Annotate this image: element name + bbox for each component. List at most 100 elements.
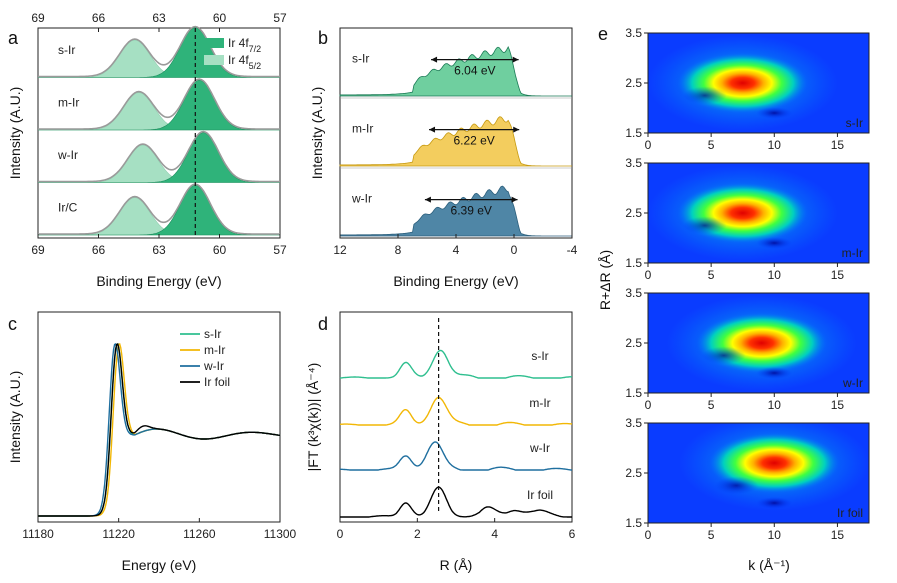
ft-w-Ir <box>339 441 572 471</box>
x-tick-label: 60 <box>213 243 227 257</box>
y-tick-label: 3.5 <box>625 416 642 430</box>
x-tick-label: -4 <box>567 243 578 257</box>
legend-swatch <box>204 38 224 48</box>
panel-e-xlabel: k (Å⁻¹) <box>748 557 790 573</box>
panel-d-exafs: s-Ir m-Ir w-Ir Ir foil 0 2 4 6 R (Å) |FT (k³χ(… <box>305 311 576 573</box>
vb-sample-label: s-Ir <box>352 51 369 65</box>
x-tick-label: 0 <box>337 527 344 541</box>
panel-c-legend: s-Ir m-Ir w-Ir Ir foil <box>180 327 230 389</box>
width-annotation: 6.22 eV <box>453 134 494 148</box>
xanes-m-Ir <box>38 342 281 517</box>
x-tick-label: 2 <box>414 527 421 541</box>
wavelet-low-region <box>756 497 793 509</box>
wavelet-map-Ir foil <box>648 423 869 523</box>
vb-sample-label: w-Ir <box>351 191 372 205</box>
width-annotation: 6.39 eV <box>451 204 492 218</box>
panel-d-xlabel: R (Å) <box>440 557 473 573</box>
panel-c-xanes: 11180 11220 11260 11300 s-Ir m-Ir w-Ir Ir foil… <box>7 311 297 573</box>
y-tick-label: 3.5 <box>625 286 642 300</box>
y-tick-label: 1.5 <box>625 256 642 270</box>
xps-envelope-s-Ir <box>38 25 280 78</box>
x-tick-label: 15 <box>831 268 845 282</box>
panel-c-traces <box>38 342 281 517</box>
wavelet-low-region <box>701 346 746 365</box>
xps-sample-label: s-Ir <box>58 43 75 57</box>
x-tick-label: 15 <box>831 528 845 542</box>
width-annotation: 6.04 eV <box>454 64 495 78</box>
legend-label: m-Ir <box>204 343 225 357</box>
wavelet-low-region <box>756 367 793 379</box>
x-tick-label: 63 <box>152 243 166 257</box>
legend-label: Ir 4f7/2 <box>228 36 261 54</box>
legend-label: s-Ir <box>204 327 221 341</box>
y-tick-label: 2.5 <box>625 76 642 90</box>
xanes-w-Ir <box>38 343 281 517</box>
wavelet-map-m-Ir <box>648 163 869 263</box>
xps-sample-label: w-Ir <box>57 148 78 162</box>
panel-label-e: e <box>598 24 608 44</box>
y-tick-label: 2.5 <box>625 466 642 480</box>
vb-spectrum-w-Ir <box>339 185 572 237</box>
width-arrow-head-left <box>429 126 436 133</box>
top-tick-label: 57 <box>273 11 287 25</box>
top-tick-label: 63 <box>152 11 166 25</box>
xps-peak-72-Ir/C <box>38 184 280 236</box>
ft-m-Ir <box>340 396 573 426</box>
legend-label: Ir 4f5/2 <box>228 53 261 71</box>
x-tick-label: 11300 <box>264 527 297 541</box>
panel-d-ylabel: |FT (k³χ(k))| (Å⁻⁴) <box>305 363 321 472</box>
legend-subscript: 7/2 <box>249 44 262 54</box>
wavelet-low-region <box>682 216 727 235</box>
wavelet-hotspot <box>677 53 808 113</box>
width-arrow-head-left <box>424 196 431 203</box>
ft-Ir foil <box>339 486 572 518</box>
ft-sample-label: Ir foil <box>527 488 553 502</box>
x-tick-label: 6 <box>569 527 576 541</box>
x-tick-label: 10 <box>768 398 782 412</box>
y-tick-label: 1.5 <box>625 386 642 400</box>
x-tick-label: 8 <box>395 243 402 257</box>
wavelet-map-w-Ir <box>648 293 869 393</box>
ft-sample-label: w-Ir <box>529 441 550 455</box>
y-tick-label: 3.5 <box>625 26 642 40</box>
x-tick-label: 15 <box>831 398 845 412</box>
panel-label-b: b <box>318 28 328 48</box>
x-tick-label: 10 <box>768 528 782 542</box>
top-tick-label: 66 <box>92 11 106 25</box>
x-tick-label: 5 <box>708 398 715 412</box>
panel-b-ylabel: Intensity (A.U.) <box>309 87 325 180</box>
x-tick-label: 57 <box>273 243 287 257</box>
panel-c-ylabel: Intensity (A.U.) <box>7 371 23 464</box>
wavelet-sample-label: s-Ir <box>846 116 863 130</box>
wavelet-low-region <box>756 107 793 119</box>
x-tick-label: 5 <box>708 268 715 282</box>
x-tick-label: 12 <box>333 243 347 257</box>
legend-swatch <box>204 55 224 65</box>
x-tick-label: 15 <box>831 138 845 152</box>
xps-envelope-m-Ir <box>38 78 280 130</box>
panel-d-frame <box>339 311 573 523</box>
panel-label-d: d <box>318 314 328 334</box>
panel-e-maps: s-Ir 0 5 10 15 1.5 2.5 3.5 m-Ir 0 5 10 15 1.5 2.5 3.5 w-… <box>625 26 870 542</box>
panel-a-xlabel: Binding Energy (eV) <box>96 273 221 289</box>
panel-e-ylabel: R+ΔR (Å) <box>597 250 613 310</box>
x-tick-label: 10 <box>768 268 782 282</box>
panel-d-traces: s-Ir m-Ir w-Ir Ir foil <box>339 318 573 518</box>
wavelet-sample-label: m-Ir <box>842 246 863 260</box>
wavelet-hotspot <box>677 183 808 243</box>
panel-a-top-ticks: 69 66 63 60 57 <box>31 11 287 32</box>
vb-sample-label: m-Ir <box>352 121 373 135</box>
xanes-s-Ir <box>38 342 281 517</box>
xps-sample-label: m-Ir <box>58 95 79 109</box>
x-tick-label: 5 <box>708 528 715 542</box>
top-tick-label: 69 <box>31 11 45 25</box>
wavelet-map-s-Ir <box>648 33 869 133</box>
x-tick-label: 11260 <box>183 527 216 541</box>
wavelet-low-region <box>682 86 727 105</box>
x-tick-label: 10 <box>768 138 782 152</box>
x-tick-label: 0 <box>645 398 652 412</box>
wavelet-low-region <box>756 237 793 249</box>
ft-sample-label: m-Ir <box>529 396 550 410</box>
y-tick-label: 2.5 <box>625 206 642 220</box>
